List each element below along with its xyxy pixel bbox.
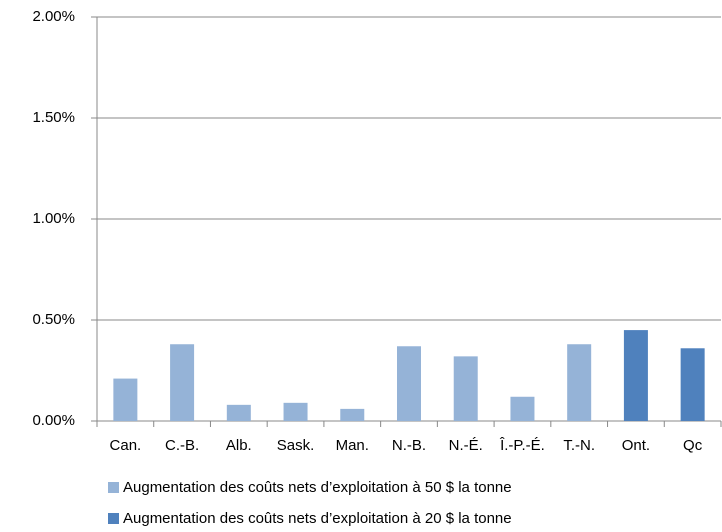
legend-label: Augmentation des coûts nets d’exploitati… (123, 510, 512, 527)
bar (680, 348, 705, 421)
legend-label: Augmentation des coûts nets d’exploitati… (123, 479, 512, 496)
x-tick-label: Ont. (622, 437, 650, 454)
x-tick-label: Qc (683, 437, 703, 454)
x-tick-label: N.-É. (449, 437, 483, 454)
bar (283, 402, 308, 421)
bar (340, 408, 365, 421)
y-tick-label: 1.00% (32, 210, 75, 227)
x-tick-label: Alb. (226, 437, 252, 454)
x-tick-label: Sask. (277, 437, 315, 454)
x-tick-label: Can. (110, 437, 142, 454)
y-tick-label: 1.50% (32, 109, 75, 126)
y-tick-label: 2.00% (32, 8, 75, 25)
y-tick-label: 0.00% (32, 412, 75, 429)
legend-swatch (108, 513, 119, 524)
bar (226, 404, 251, 421)
bar (397, 346, 421, 421)
x-tick-label: Man. (336, 437, 369, 454)
x-tick-label: T.-N. (563, 437, 595, 454)
bar (567, 344, 592, 421)
bar (170, 344, 195, 421)
bar (113, 378, 138, 421)
x-tick-label: C.-B. (165, 437, 199, 454)
bar (623, 330, 648, 421)
y-tick-label: 0.50% (32, 311, 75, 328)
bar (453, 356, 478, 421)
x-tick-label: N.-B. (392, 437, 426, 454)
x-tick-label: Î.-P.-É. (499, 437, 545, 454)
bar (510, 396, 535, 421)
legend-swatch (108, 482, 119, 493)
